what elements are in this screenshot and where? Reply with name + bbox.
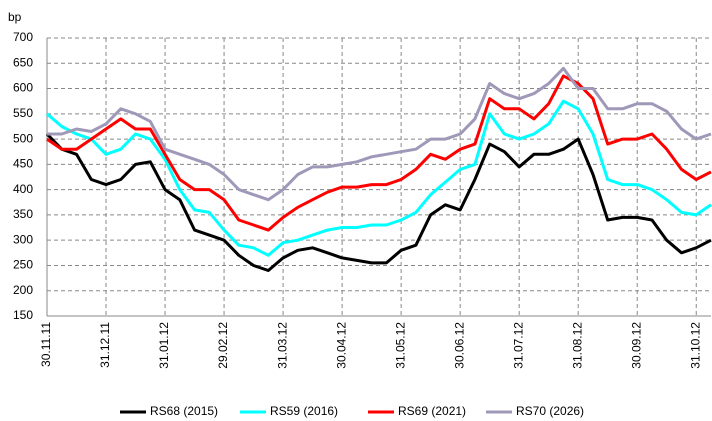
legend-label: RS69 (2021) [398, 404, 466, 418]
legend-label: RS70 (2026) [516, 404, 584, 418]
x-tick-label: 30.06.12 [452, 322, 466, 369]
x-tick-label: 31.03.12 [275, 322, 289, 369]
y-tick-label: 600 [13, 81, 33, 95]
legend-label: RS59 (2016) [270, 404, 338, 418]
y-tick-label: 250 [13, 258, 33, 272]
y-tick-label: 650 [13, 55, 33, 69]
y-tick-label: 200 [13, 283, 33, 297]
x-tick-label: 31.01.12 [157, 322, 171, 369]
x-tick-label: 31.08.12 [570, 322, 584, 369]
x-tick-label: 30.04.12 [334, 322, 348, 369]
x-tick-label: 30.11.11 [39, 322, 53, 367]
x-tick-label: 31.12.11 [98, 322, 112, 368]
series-line [47, 66, 712, 202]
y-tick-label: 450 [13, 157, 33, 171]
x-tick-label: 31.07.12 [511, 322, 525, 369]
series-line [45, 132, 712, 272]
y-tick-label: 400 [13, 182, 33, 196]
y-tick-label: 500 [13, 131, 33, 145]
series-line [46, 99, 712, 257]
x-tick-label: 31.10.12 [688, 322, 702, 369]
x-tick-label: 31.05.12 [393, 322, 407, 369]
series-line [46, 74, 712, 232]
x-tick-label: 29.02.12 [216, 322, 230, 369]
y-tick-label: 300 [13, 232, 33, 246]
y-tick-label: 350 [13, 207, 33, 221]
y-tick-label: 700 [13, 30, 33, 44]
y-axis-label: bp [8, 10, 22, 24]
y-tick-label: 550 [13, 106, 33, 120]
y-tick-label: 150 [13, 308, 33, 322]
x-tick-label: 30.09.12 [629, 322, 643, 369]
legend-label: RS68 (2015) [150, 404, 218, 418]
